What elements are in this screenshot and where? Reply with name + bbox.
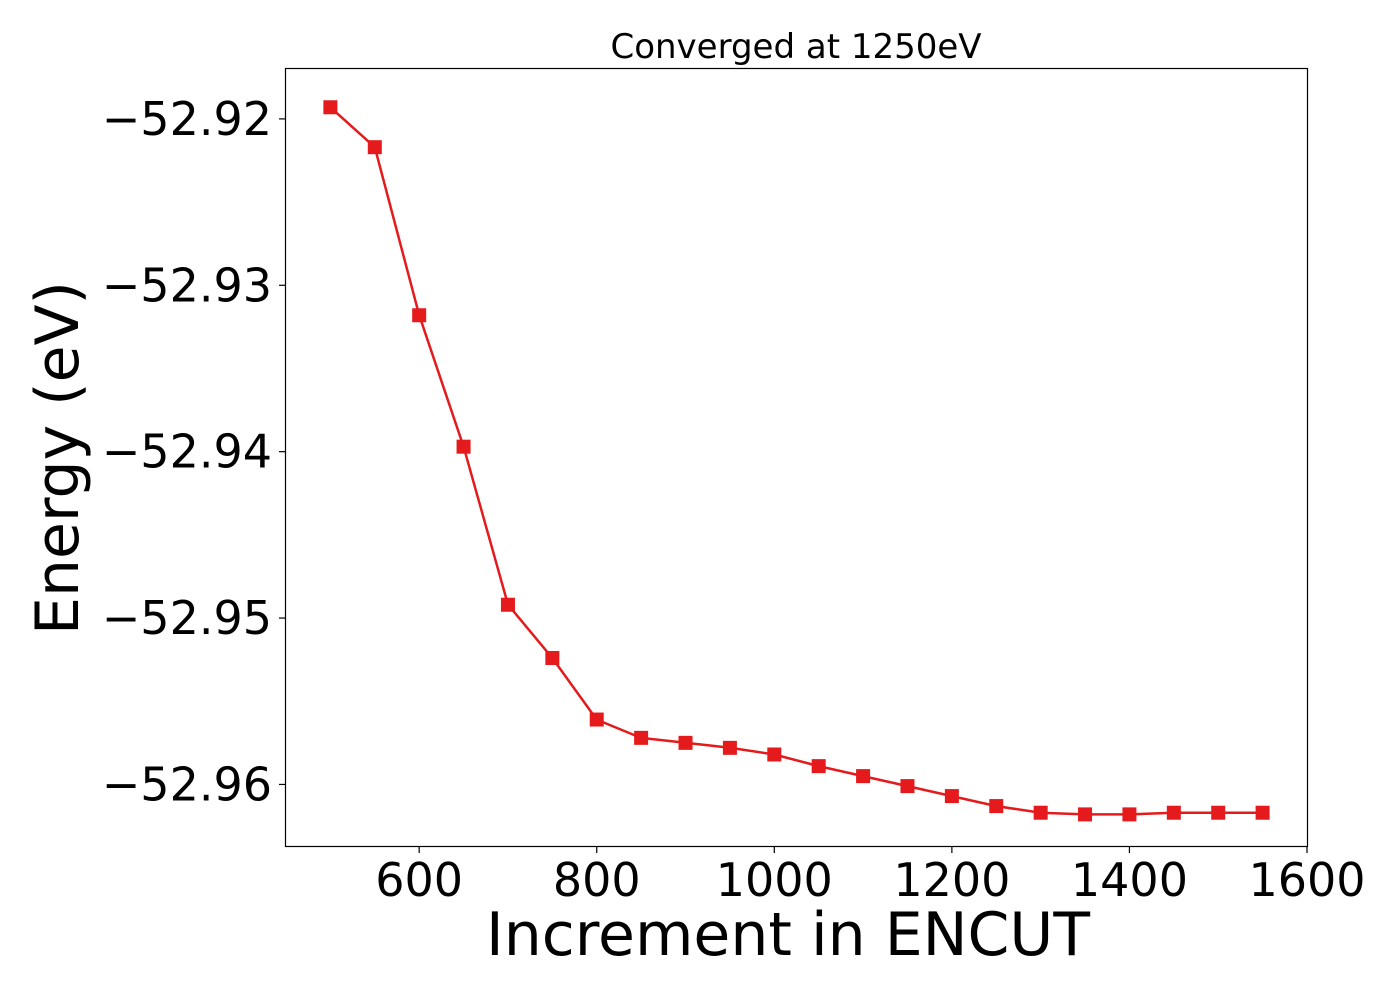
data-point: [500, 597, 515, 612]
data-point: [367, 140, 382, 155]
x-axis-label: Increment in ENCUT: [486, 900, 1090, 970]
data-point: [634, 730, 649, 745]
data-point: [722, 740, 737, 755]
data-point: [545, 650, 560, 665]
data-point: [767, 747, 782, 762]
data-point: [856, 769, 871, 784]
x-tick-label: 600: [375, 853, 463, 907]
y-tick-label: −52.96: [102, 757, 272, 811]
x-tick-label: 1400: [1071, 853, 1188, 907]
x-tick-label: 1600: [1248, 853, 1365, 907]
data-point: [1033, 805, 1048, 820]
data-point: [1166, 805, 1181, 820]
plot-frame: [284, 67, 1309, 848]
plot-area: [284, 67, 1309, 848]
data-point: [1122, 807, 1137, 822]
y-tick-label: −52.94: [102, 425, 272, 479]
data-point: [900, 779, 915, 794]
data-point: [989, 799, 1004, 814]
data-point: [412, 308, 427, 323]
x-tick-label: 1000: [716, 853, 833, 907]
data-point: [323, 100, 338, 115]
data-point: [1255, 805, 1270, 820]
data-point: [678, 735, 693, 750]
data-point: [811, 759, 826, 774]
x-tick-label: 800: [553, 853, 641, 907]
y-axis-label: Energy (eV): [23, 281, 93, 635]
y-tick-label: −52.92: [102, 92, 272, 146]
y-axis: −52.92 −52.93 −52.94 −52.95 −52.96: [102, 92, 286, 811]
y-tick-label: −52.93: [102, 258, 272, 312]
x-tick-label: 1200: [893, 853, 1010, 907]
data-point: [456, 439, 471, 454]
x-axis: 600 800 1000 1200 1400 1600: [375, 846, 1366, 907]
series-line: [329, 106, 1263, 816]
data-point: [589, 712, 604, 727]
series-layer: [323, 100, 1270, 822]
chart-title: Converged at 1250eV: [610, 27, 981, 67]
data-point: [944, 789, 959, 804]
data-point: [1211, 805, 1226, 820]
data-point: [1078, 807, 1093, 822]
y-tick-label: −52.95: [102, 591, 272, 645]
